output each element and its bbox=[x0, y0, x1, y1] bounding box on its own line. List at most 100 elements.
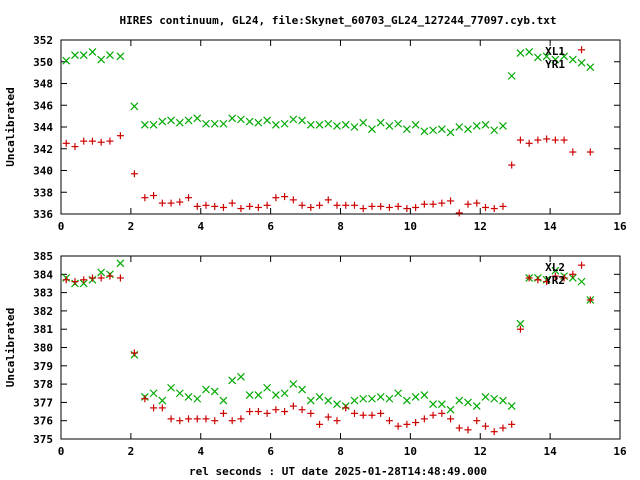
data-point bbox=[116, 132, 124, 140]
data-point bbox=[376, 118, 385, 127]
data-point bbox=[88, 137, 96, 145]
data-point bbox=[568, 274, 577, 282]
data-point bbox=[385, 203, 393, 211]
data-point bbox=[130, 170, 138, 178]
data-point bbox=[350, 201, 358, 209]
data-point bbox=[237, 115, 245, 124]
data-point bbox=[130, 102, 139, 111]
data-point bbox=[184, 116, 193, 125]
data-point bbox=[333, 201, 341, 209]
data-point bbox=[472, 121, 481, 130]
data-point bbox=[202, 385, 210, 394]
data-point bbox=[507, 71, 516, 80]
data-point bbox=[280, 389, 289, 398]
data-point bbox=[368, 394, 376, 403]
data-point bbox=[359, 411, 367, 419]
data-point bbox=[263, 116, 272, 125]
data-point bbox=[271, 120, 280, 129]
data-point bbox=[158, 117, 167, 126]
data-point bbox=[368, 411, 376, 419]
y-tick-label: 383 bbox=[33, 287, 53, 300]
data-point bbox=[193, 394, 202, 403]
data-point bbox=[481, 203, 489, 211]
y-tick-label: 342 bbox=[33, 143, 53, 156]
series-YR2 bbox=[62, 261, 594, 436]
y-tick-label: 338 bbox=[33, 186, 53, 199]
data-point bbox=[97, 55, 106, 64]
series-YR1 bbox=[62, 46, 594, 217]
data-point bbox=[333, 417, 341, 425]
data-point bbox=[437, 400, 446, 409]
data-point bbox=[202, 201, 210, 209]
data-point bbox=[543, 135, 551, 143]
data-point bbox=[481, 120, 490, 129]
data-point bbox=[359, 118, 368, 127]
data-point bbox=[254, 203, 262, 211]
x-tick-label: 12 bbox=[474, 220, 487, 233]
data-point bbox=[455, 396, 464, 405]
data-point bbox=[211, 417, 219, 425]
data-point bbox=[219, 203, 227, 211]
data-point bbox=[560, 274, 568, 282]
data-point bbox=[175, 389, 184, 398]
data-point bbox=[88, 48, 97, 56]
data-point bbox=[481, 392, 490, 401]
y-tick-label: 379 bbox=[33, 360, 53, 373]
data-point bbox=[185, 194, 193, 202]
data-point bbox=[210, 119, 219, 128]
data-point bbox=[246, 202, 254, 210]
data-point bbox=[568, 55, 577, 64]
data-point bbox=[455, 123, 464, 131]
data-point bbox=[193, 415, 201, 423]
chart-title: HIRES continuum, GL24, file:Skynet_60703… bbox=[119, 14, 556, 27]
data-point bbox=[71, 278, 79, 286]
data-point bbox=[211, 202, 219, 210]
data-point bbox=[376, 392, 385, 401]
data-point bbox=[350, 409, 358, 417]
data-point bbox=[464, 426, 472, 434]
data-point bbox=[307, 409, 315, 417]
data-point bbox=[315, 120, 324, 129]
data-point bbox=[499, 396, 507, 405]
data-point bbox=[586, 296, 594, 304]
x-tick-label: 14 bbox=[544, 220, 558, 233]
data-point bbox=[245, 117, 254, 126]
data-point bbox=[525, 48, 534, 56]
data-point bbox=[551, 136, 559, 144]
data-point bbox=[508, 420, 516, 428]
y-tick-label: 346 bbox=[33, 99, 53, 112]
data-point bbox=[79, 279, 88, 288]
data-point bbox=[350, 123, 359, 131]
series-XL2 bbox=[62, 259, 595, 414]
data-point bbox=[490, 428, 498, 436]
data-point bbox=[149, 120, 158, 129]
data-point bbox=[481, 422, 489, 430]
data-point bbox=[447, 197, 455, 205]
data-point bbox=[280, 119, 289, 128]
x-tick-label: 8 bbox=[337, 220, 344, 233]
data-point bbox=[130, 349, 138, 357]
legend-label: XL2 bbox=[545, 261, 565, 274]
data-point bbox=[184, 392, 193, 401]
y-tick-label: 336 bbox=[33, 208, 53, 221]
data-point bbox=[359, 205, 367, 213]
data-point bbox=[333, 400, 341, 409]
y-tick-label: 376 bbox=[33, 415, 53, 428]
data-point bbox=[176, 198, 184, 206]
data-point bbox=[263, 383, 272, 392]
data-point bbox=[324, 119, 333, 128]
data-point bbox=[281, 408, 289, 416]
legend-label: XL1 bbox=[545, 45, 565, 58]
y-axis-label: Uncalibrated bbox=[4, 308, 17, 387]
data-point bbox=[516, 136, 524, 144]
data-point bbox=[516, 325, 524, 333]
data-point bbox=[385, 121, 394, 130]
data-point bbox=[543, 278, 551, 286]
data-point bbox=[185, 415, 193, 423]
x-tick-label: 4 bbox=[197, 445, 204, 458]
data-point bbox=[158, 404, 166, 412]
x-tick-label: 2 bbox=[128, 445, 135, 458]
y-tick-label: 340 bbox=[33, 165, 53, 178]
data-point bbox=[167, 415, 175, 423]
